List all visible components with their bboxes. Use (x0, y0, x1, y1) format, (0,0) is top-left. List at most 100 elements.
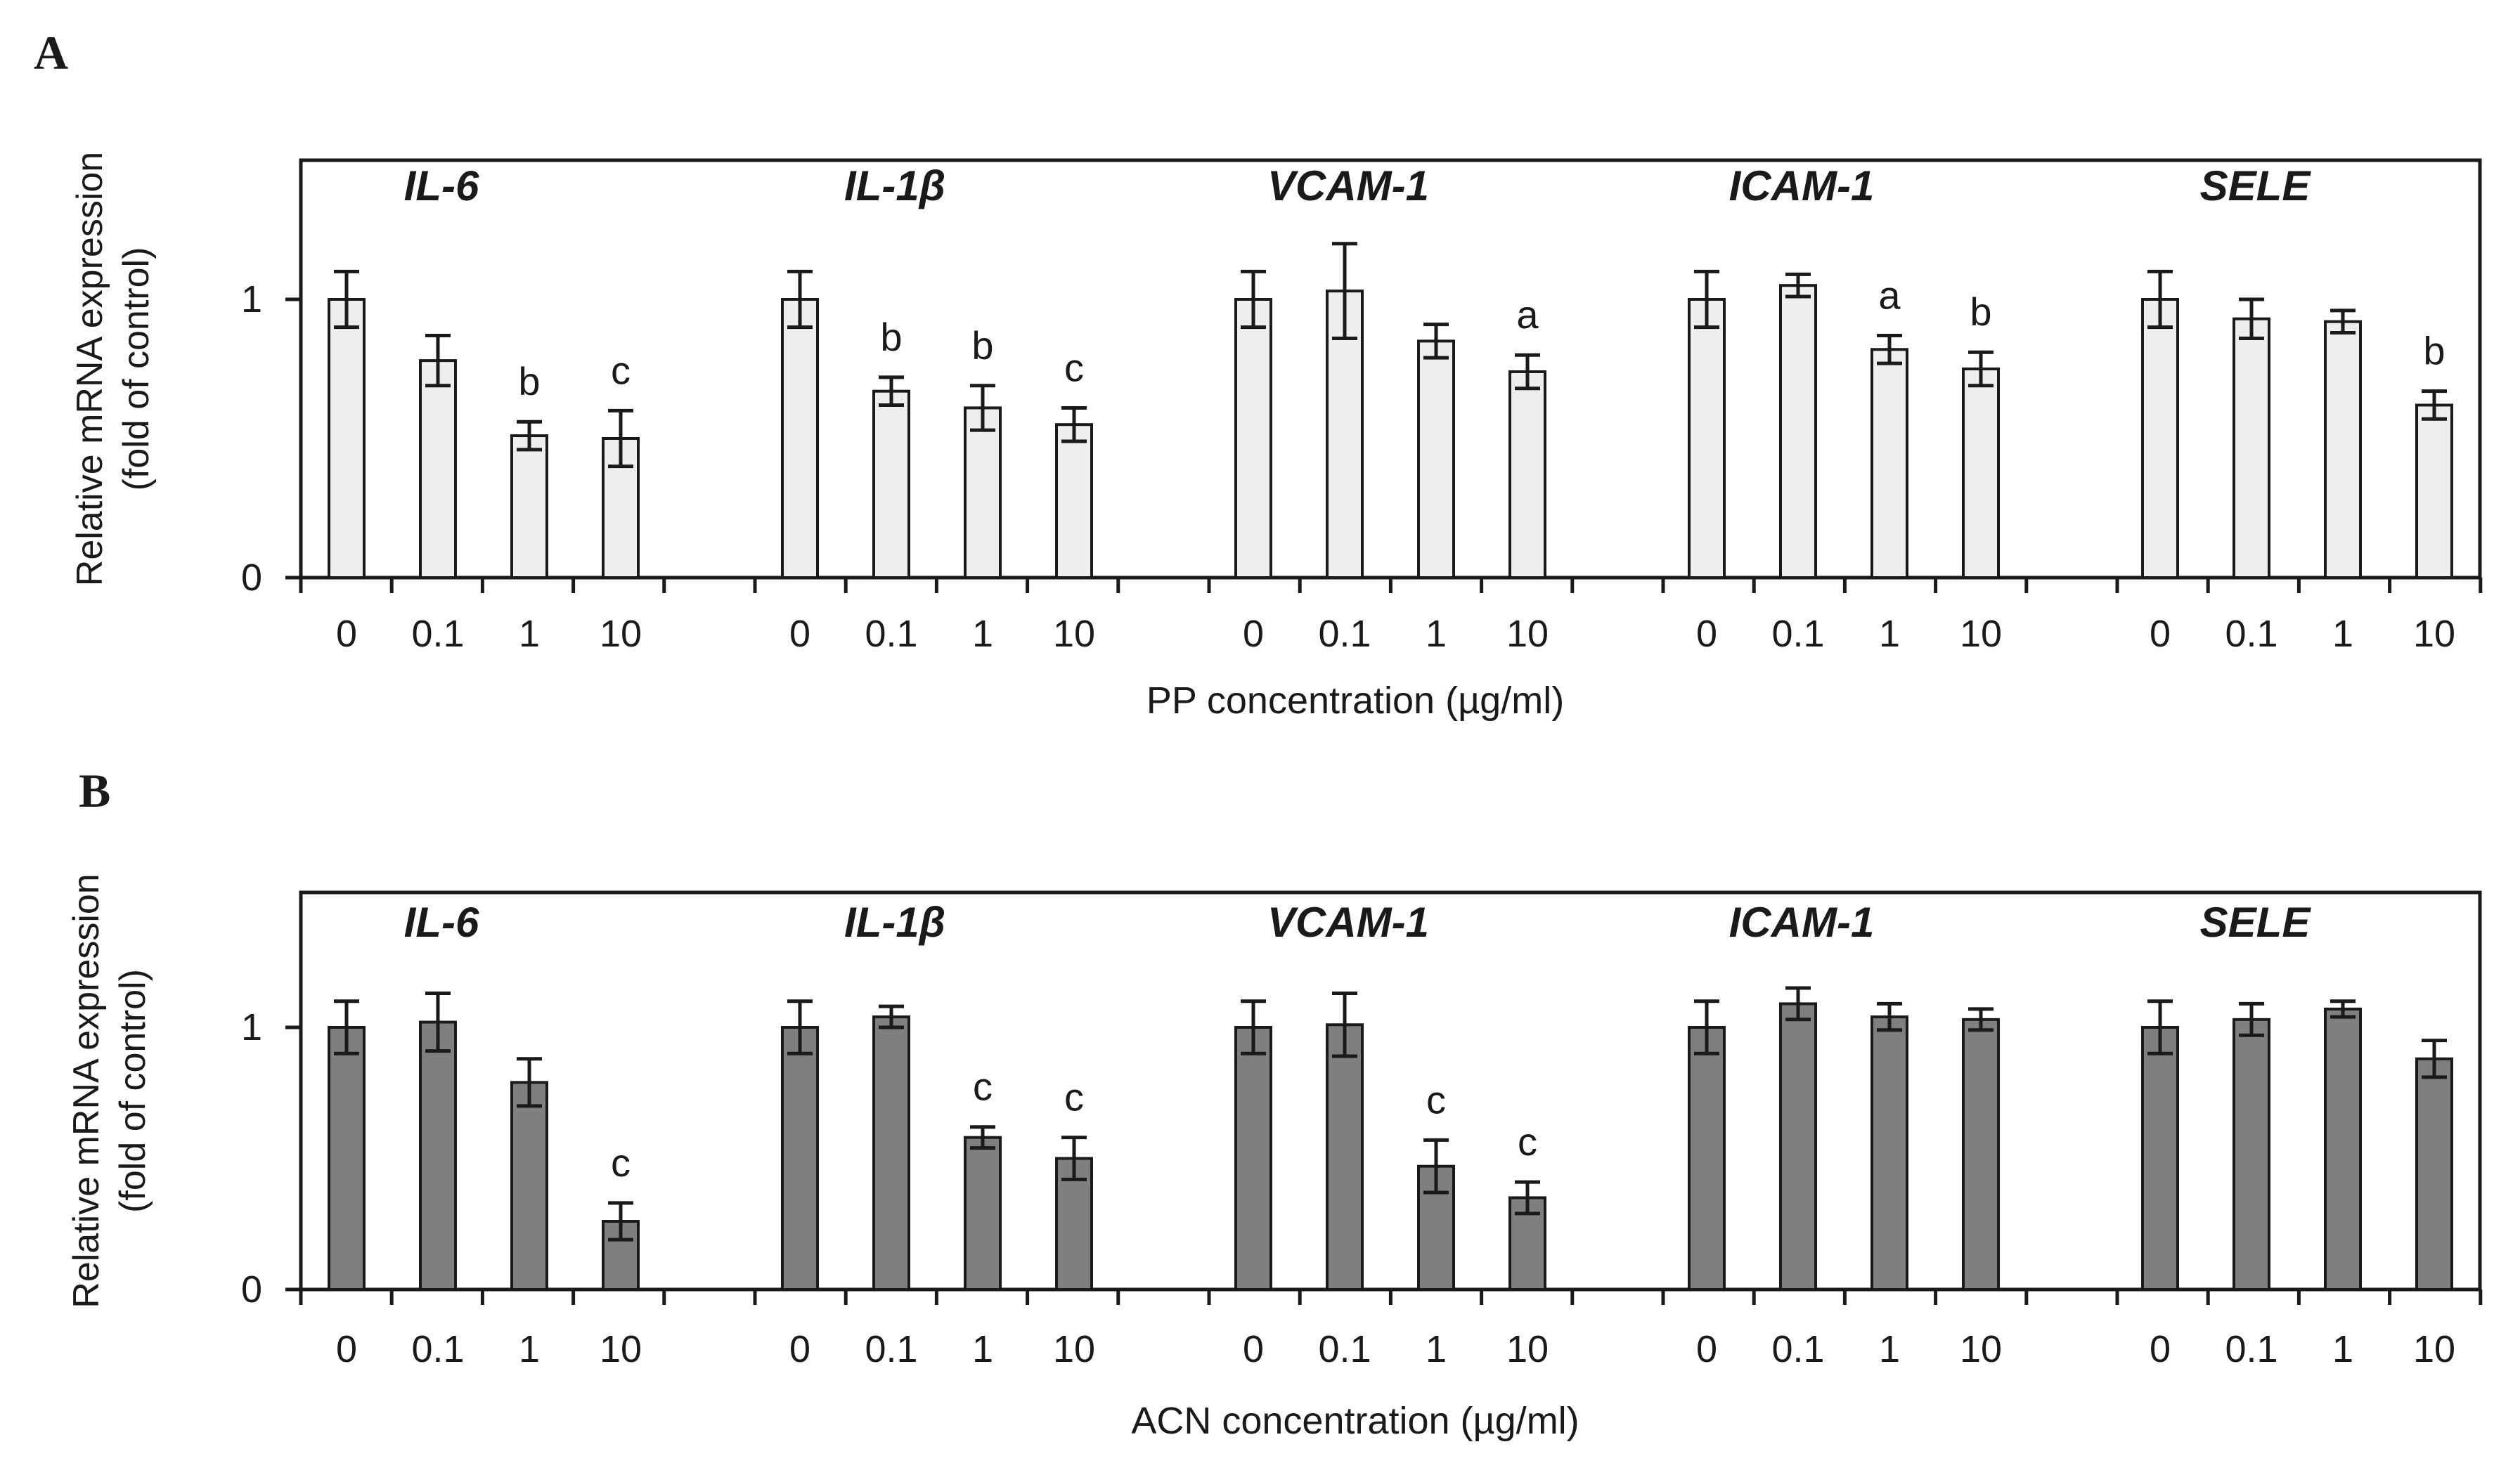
x-tick-label: 0.1 (1771, 613, 1824, 655)
bar (2415, 1057, 2453, 1291)
significance-label: c (611, 348, 631, 392)
bar (419, 1020, 457, 1292)
significance-label: a (1516, 292, 1539, 337)
bar (1688, 1026, 1726, 1291)
gene-label: ICAM-1 (1729, 899, 1875, 946)
gene-label: ICAM-1 (1729, 162, 1875, 209)
significance-label: b (518, 359, 540, 403)
x-tick-label: 0 (2150, 1328, 2171, 1370)
x-tick-label: 10 (2413, 613, 2455, 655)
bar (781, 298, 819, 579)
x-tick-label: 0 (2150, 613, 2171, 655)
x-tick-label: 0 (1243, 1328, 1264, 1370)
bar (419, 359, 457, 579)
x-tick-label: 10 (2413, 1328, 2455, 1370)
bar (1962, 368, 2000, 579)
panel-letter-b: B (79, 764, 110, 817)
bar (2141, 298, 2179, 579)
x-tick-label: 10 (1053, 1328, 1095, 1370)
x-tick-label: 0.1 (865, 613, 917, 655)
bar (1870, 1015, 1908, 1291)
bar (781, 1026, 819, 1291)
x-tick-label: 0 (336, 1328, 357, 1370)
significance-label: c (1064, 345, 1084, 389)
bar (1326, 1023, 1364, 1292)
x-tick-label: 0.1 (2225, 1328, 2277, 1370)
x-tick-label: 10 (1960, 1328, 2002, 1370)
x-tick-label: 0.1 (2225, 613, 2277, 655)
significance-label: b (2423, 329, 2445, 373)
x-tick-label: 10 (1053, 613, 1095, 655)
bar (1234, 1026, 1272, 1291)
bar (2141, 1026, 2179, 1291)
bar (1779, 1002, 1817, 1292)
x-tick-label: 1 (519, 1328, 540, 1370)
bar (2324, 320, 2362, 579)
x-tick-label: 10 (1960, 613, 2002, 655)
x-tick-label: 10 (1506, 613, 1549, 655)
x-tick-label: 1 (519, 613, 540, 655)
significance-label: c (1426, 1077, 1446, 1122)
gene-label: IL-6 (404, 162, 479, 209)
bar (510, 1081, 548, 1291)
gene-label: SELE (2200, 162, 2312, 209)
x-tick-label: 10 (600, 613, 642, 655)
panel-b-chart: 0 1 Relative mRNA expression (fold of contr… (66, 873, 2483, 1442)
x-tick-label: 0 (1696, 1328, 1717, 1370)
bar (1688, 298, 1726, 579)
x-tick-label: 0 (336, 613, 357, 655)
x-tick-label: 1 (1426, 613, 1447, 655)
x-tick-label: 0 (789, 1328, 810, 1370)
bar (1779, 284, 1817, 579)
significance-label: c (611, 1141, 631, 1185)
significance-label: a (1878, 273, 1901, 317)
x-axis-label: PP concentration (µg/ml) (1146, 680, 1564, 722)
x-tick-label: 1 (2332, 613, 2353, 655)
gene-label: IL-1β (844, 162, 945, 209)
y-axis-label: Relative mRNA expression (fold of control… (66, 873, 153, 1308)
bar (2324, 1007, 2362, 1291)
significance-label: c (1518, 1119, 1537, 1164)
bar (510, 434, 548, 579)
bar (1055, 423, 1093, 580)
panel-a-chart: 0 1 Relative mRNA expression (fold of contr… (70, 152, 2483, 722)
gene-label: VCAM-1 (1267, 162, 1429, 209)
x-tick-label: 0.1 (1318, 613, 1371, 655)
x-tick-label: 0 (1696, 613, 1717, 655)
bar (1508, 370, 1546, 580)
gene-label: SELE (2200, 899, 2312, 946)
significance-label: b (971, 323, 993, 368)
significance-label: c (1064, 1075, 1084, 1119)
bar (328, 298, 366, 579)
gene-label: IL-1β (844, 899, 945, 946)
gene-label: VCAM-1 (1267, 899, 1429, 946)
bar (602, 437, 640, 579)
x-tick-label: 0.1 (1771, 1328, 1824, 1370)
x-tick-label: 1 (1426, 1328, 1447, 1370)
x-tick-label: 0.1 (1318, 1328, 1371, 1370)
panel-letter-a: A (34, 26, 68, 79)
bar (602, 1220, 640, 1292)
x-tick-label: 0.1 (411, 613, 464, 655)
bar (2233, 1018, 2270, 1292)
x-tick-label: 10 (600, 1328, 642, 1370)
x-tick-label: 0 (1243, 613, 1264, 655)
x-tick-label: 10 (1506, 1328, 1549, 1370)
y-axis-label-line: (fold of control) (116, 247, 157, 491)
bar (872, 389, 910, 579)
y-axis-label: Relative mRNA expression (fold of control… (70, 152, 157, 586)
x-tick-label: 1 (1879, 1328, 1900, 1370)
y-axis-label-line: (fold of control) (112, 969, 153, 1213)
x-tick-label: 1 (972, 613, 993, 655)
x-tick-label: 1 (972, 1328, 993, 1370)
y-tick-label: 0 (241, 557, 262, 599)
y-axis-label-line: Relative mRNA expression (66, 873, 107, 1308)
bar (1870, 348, 1908, 579)
x-tick-label: 0.1 (865, 1328, 917, 1370)
bar (1417, 339, 1455, 579)
significance-label: b (880, 315, 902, 359)
bar (1234, 298, 1272, 579)
y-tick-label: 1 (241, 1006, 262, 1048)
bar (964, 406, 1002, 579)
